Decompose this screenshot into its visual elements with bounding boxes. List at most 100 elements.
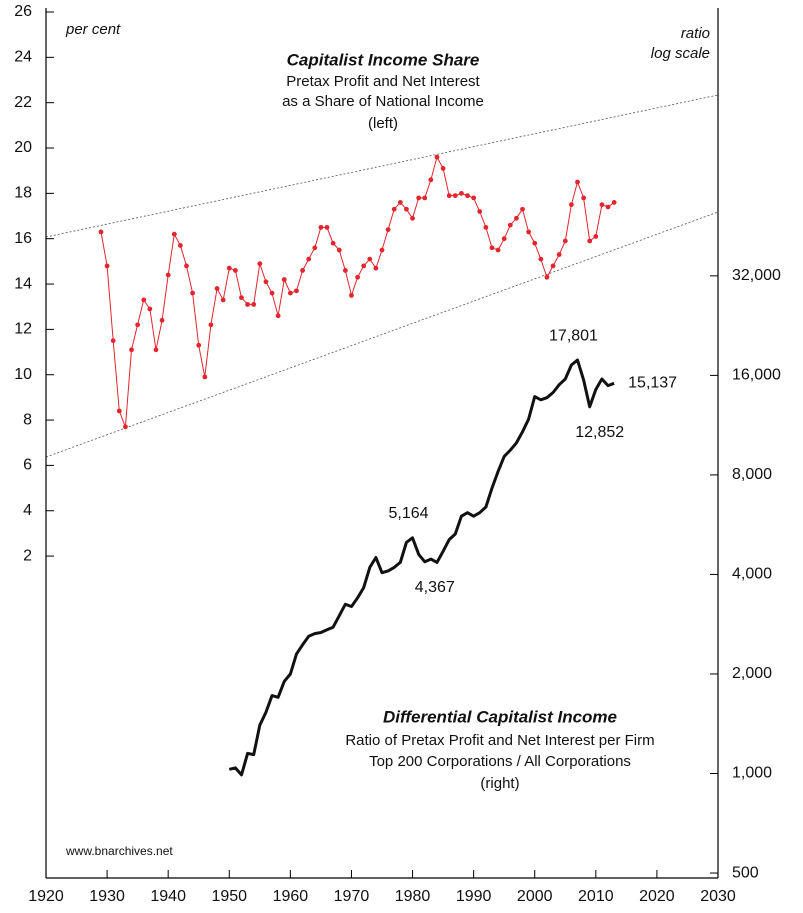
point: [581, 195, 586, 201]
point: [422, 195, 428, 201]
point: [214, 286, 220, 291]
point: [324, 224, 330, 230]
point: [605, 204, 611, 210]
y2-tick-label: 16,000: [732, 367, 781, 384]
point: [514, 215, 519, 221]
y2-tick-label: 32,000: [732, 267, 781, 284]
y2-tick-label: 500: [732, 864, 759, 881]
series-description: Top 200 Corporations / All Corporations: [369, 753, 631, 770]
point: [220, 297, 226, 303]
x-tick-label: 1920: [28, 888, 64, 905]
point: [318, 224, 324, 230]
point: [575, 179, 580, 185]
x-tick-label: 1960: [273, 888, 309, 905]
point: [110, 338, 116, 344]
y-tick-label: 12: [14, 321, 32, 338]
trend-lower: [45, 211, 719, 458]
x-tick-label: 1930: [89, 888, 125, 905]
point: [281, 277, 287, 282]
y-tick-label: 18: [14, 185, 32, 202]
point: [153, 347, 159, 353]
data-label: 5,164: [389, 505, 429, 522]
point: [367, 256, 373, 262]
point: [147, 306, 153, 312]
series-description: Ratio of Pretax Profit and Net Interest …: [345, 732, 654, 749]
point: [232, 268, 238, 273]
point: [507, 222, 513, 228]
point: [98, 229, 104, 235]
x-tick-label: 1940: [150, 888, 186, 905]
point: [459, 190, 464, 196]
point: [404, 206, 409, 212]
data-label: 12,852: [575, 424, 624, 441]
series-title: Capitalist Income Share: [287, 50, 480, 69]
point: [226, 265, 232, 271]
y-tick-label: 4: [23, 502, 32, 519]
point: [361, 263, 367, 269]
point: [385, 227, 391, 233]
series-title: Differential Capitalist Income: [383, 707, 617, 726]
right-axis-label: ratio: [681, 25, 710, 42]
point: [373, 265, 379, 271]
point: [312, 245, 318, 251]
x-tick-label: 1990: [456, 888, 492, 905]
series-description: as a Share of National Income: [282, 93, 484, 110]
x-tick-label: 2030: [700, 888, 736, 905]
x-tick-label: 1970: [334, 888, 370, 905]
point: [129, 347, 134, 353]
y-tick-label: 14: [14, 275, 32, 292]
source: www.bnarchives.net: [65, 844, 173, 858]
y-tick-label: 22: [14, 94, 32, 111]
point: [532, 240, 538, 246]
point: [239, 295, 244, 301]
point: [397, 200, 403, 205]
series-line: [228, 358, 615, 777]
point: [587, 238, 593, 244]
point: [202, 374, 208, 380]
point: [287, 290, 293, 296]
point: [300, 268, 305, 273]
y-tick-label: 2: [23, 547, 32, 564]
point: [471, 195, 477, 201]
data-label: 17,801: [549, 327, 598, 344]
point: [501, 236, 507, 242]
point: [208, 322, 214, 328]
point: [196, 342, 202, 348]
point: [141, 297, 147, 303]
point: [330, 240, 336, 246]
x-tick-label: 2020: [639, 888, 675, 905]
right-axis-label: log scale: [651, 45, 710, 62]
point: [355, 274, 360, 280]
point: [550, 263, 556, 269]
point: [465, 193, 470, 199]
point: [104, 263, 110, 269]
y-tick-label: 20: [14, 139, 32, 156]
point: [452, 193, 458, 199]
point: [556, 252, 562, 257]
series-line: [100, 156, 615, 428]
point: [178, 243, 183, 248]
x-tick-label: 1980: [395, 888, 431, 905]
point: [342, 268, 348, 273]
left-axis-label: per cent: [65, 21, 121, 38]
point: [116, 408, 122, 414]
point: [123, 424, 128, 430]
point: [526, 229, 532, 235]
point: [428, 177, 434, 183]
point: [379, 247, 385, 253]
data-label: 4,367: [415, 579, 455, 596]
point: [251, 302, 257, 307]
point: [562, 238, 568, 244]
y2-tick-label: 2,000: [732, 665, 772, 682]
point: [446, 193, 452, 199]
point: [159, 317, 165, 323]
y-tick-label: 8: [23, 411, 32, 428]
y-tick-label: 26: [14, 3, 32, 20]
point: [538, 256, 544, 262]
point: [263, 279, 269, 285]
point: [593, 234, 599, 239]
point: [165, 272, 171, 278]
point: [520, 206, 525, 212]
point: [391, 206, 397, 212]
point: [416, 195, 422, 201]
